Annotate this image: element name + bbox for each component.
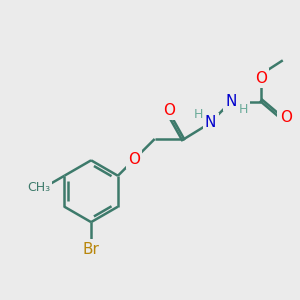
Text: O: O — [280, 110, 292, 125]
Text: O: O — [128, 152, 140, 167]
Text: H: H — [239, 103, 248, 116]
Text: N: N — [226, 94, 237, 109]
Text: O: O — [164, 103, 175, 118]
Text: N: N — [205, 115, 216, 130]
Text: H: H — [194, 108, 203, 121]
Text: CH₃: CH₃ — [27, 181, 50, 194]
Text: Br: Br — [83, 242, 100, 257]
Text: O: O — [255, 70, 267, 86]
